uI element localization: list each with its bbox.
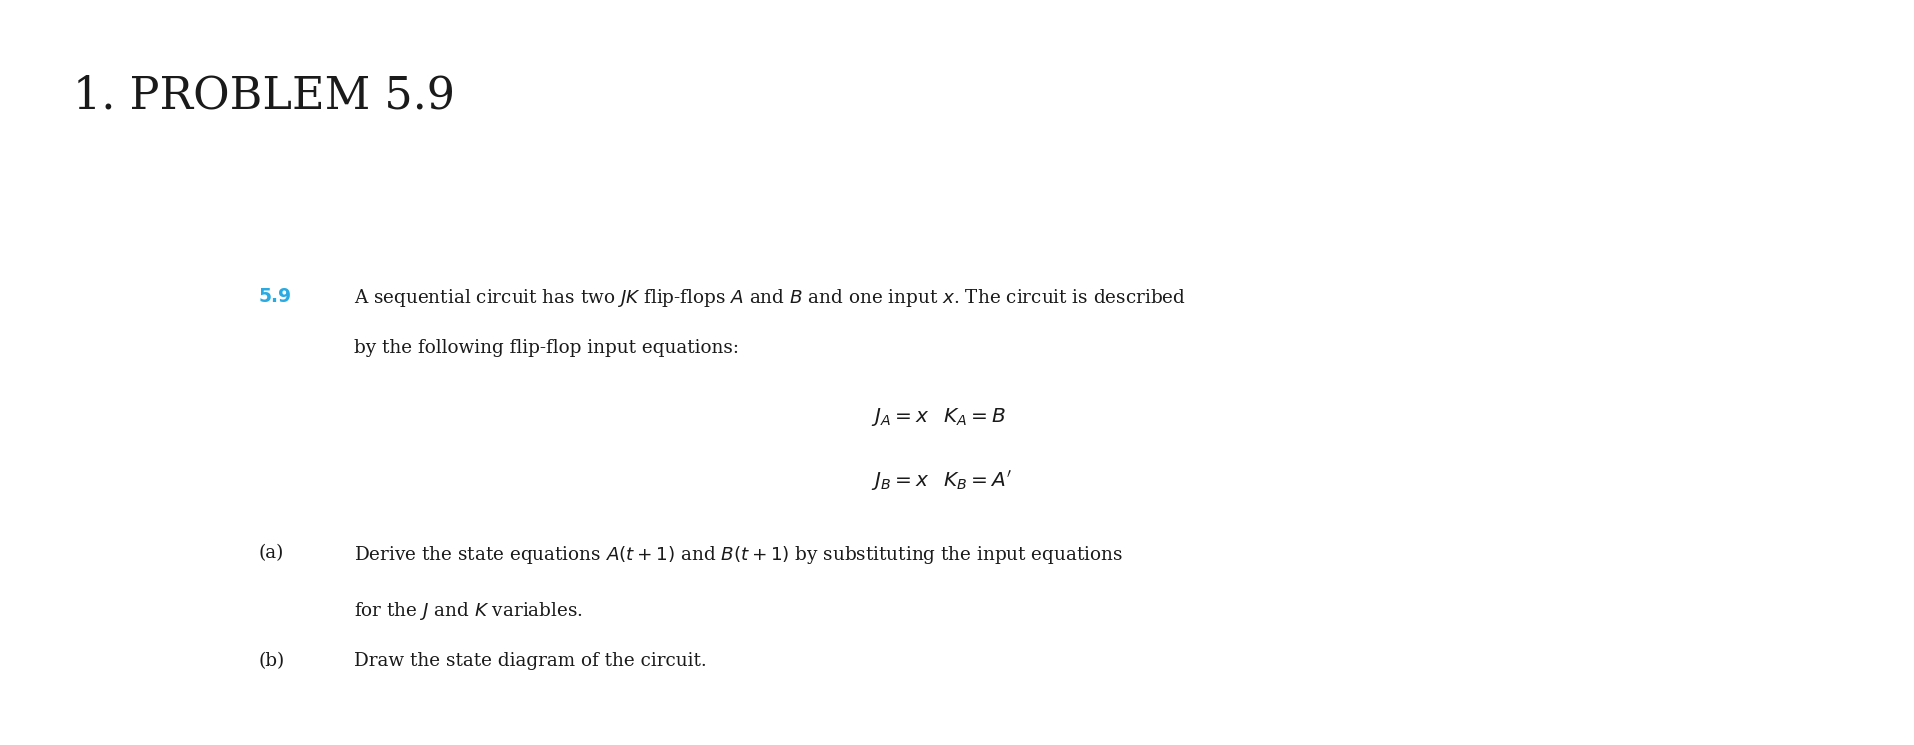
Text: 1. PROBLEM 5.9: 1. PROBLEM 5.9	[73, 74, 454, 118]
Text: (b): (b)	[258, 652, 285, 670]
Text: 5.9: 5.9	[258, 287, 291, 306]
Text: $J_B = x \;\;\; K_B = A'$: $J_B = x \;\;\; K_B = A'$	[871, 469, 1013, 493]
Text: by the following flip-flop input equations:: by the following flip-flop input equatio…	[354, 339, 739, 357]
Text: for the $\mathit{J}$ and $\mathit{K}$ variables.: for the $\mathit{J}$ and $\mathit{K}$ va…	[354, 600, 584, 622]
Text: (a): (a)	[258, 544, 283, 562]
Text: A sequential circuit has two $\mathit{JK}$ flip-flops $\mathit{A}$ and $\mathit{: A sequential circuit has two $\mathit{JK…	[354, 287, 1185, 309]
Text: Draw the state diagram of the circuit.: Draw the state diagram of the circuit.	[354, 652, 706, 670]
Text: $J_A = x \;\;\; K_A = B$: $J_A = x \;\;\; K_A = B$	[871, 406, 1007, 428]
Text: Derive the state equations $\mathit{A}(t + 1)$ and $\mathit{B}(t + 1)$ by substi: Derive the state equations $\mathit{A}(t…	[354, 544, 1124, 566]
